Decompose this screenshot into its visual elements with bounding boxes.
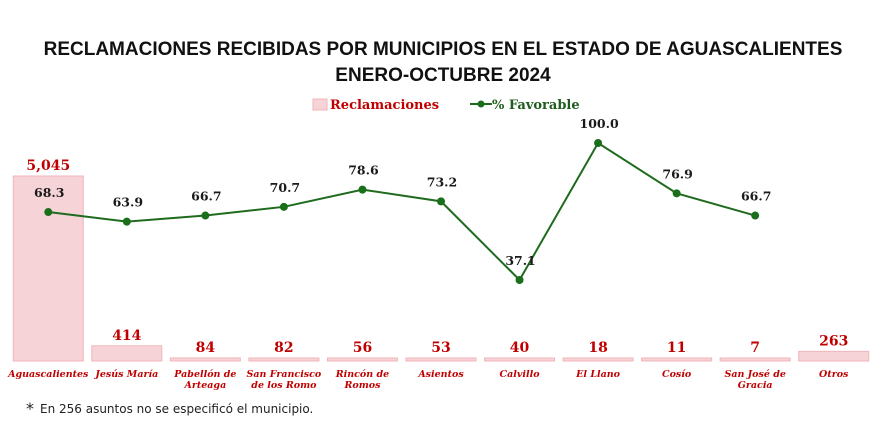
bar-value-label: 40 — [510, 340, 530, 356]
line-value-label: 70.7 — [270, 180, 300, 195]
bar — [405, 357, 477, 362]
bar — [641, 357, 713, 362]
category-labels: Aguascalientes Jesús María Pabellón de Arte… — [7, 369, 849, 391]
line-point — [122, 217, 131, 226]
line-point — [201, 211, 210, 220]
line-point — [672, 189, 681, 198]
line-value-label: 37.1 — [505, 253, 535, 268]
line-point — [358, 185, 367, 194]
category-label: Aguascalientes — [7, 369, 89, 380]
line-value-label: 78.6 — [348, 163, 379, 178]
category-label: Asientos — [417, 369, 464, 380]
bar — [248, 357, 320, 362]
category-label: San Francisco de los Romo — [247, 369, 322, 391]
category-label: Cosío — [662, 369, 692, 380]
category-label: Pabellón de Arteaga — [173, 369, 236, 391]
legend-line-marker — [477, 100, 485, 108]
bar — [91, 345, 163, 362]
bar-value-label: 56 — [353, 340, 372, 356]
line-point — [279, 202, 288, 211]
chart-title-line-2: ENERO-OCTUBRE 2024 — [335, 65, 551, 86]
bar — [798, 350, 870, 362]
bar-value-label: 263 — [819, 333, 848, 349]
bar — [326, 357, 398, 362]
bar — [719, 357, 791, 362]
bar-value-label: 84 — [196, 340, 216, 356]
bar-value-label: 18 — [588, 340, 607, 356]
legend-line-label: % Favorable — [492, 98, 580, 113]
category-label: Otros — [819, 369, 849, 380]
line-value-label: 100.0 — [580, 116, 619, 131]
line-point — [594, 139, 603, 147]
line-value-label: 76.9 — [662, 166, 692, 181]
line-value-label: 73.2 — [427, 174, 457, 189]
bar — [484, 357, 556, 362]
category-label: El Llano — [575, 369, 621, 380]
bar-value-label: 5,045 — [26, 158, 70, 174]
bar — [12, 175, 84, 362]
legend-bar-label: Reclamaciones — [330, 98, 439, 113]
line-value-label: 68.3 — [34, 185, 64, 200]
bar-series — [12, 175, 870, 362]
bar-value-label: 7 — [750, 340, 760, 356]
bar-value-label: 11 — [667, 340, 686, 356]
bar-value-label: 82 — [274, 340, 293, 356]
line-point — [44, 208, 53, 217]
category-label: Calvillo — [500, 369, 541, 380]
line-series — [44, 139, 760, 284]
category-label: San José de Gracia — [724, 369, 785, 391]
line-value-label: 63.9 — [113, 195, 143, 210]
chart-title-line-1: RECLAMACIONES RECIBIDAS POR MUNICIPIOS E… — [44, 39, 843, 60]
footnote: En 256 asuntos no se especificó el munic… — [40, 402, 313, 416]
line-point — [515, 276, 524, 284]
line-point — [437, 197, 445, 206]
category-label: Jesús María — [93, 369, 158, 380]
category-label: Rincón de Romos — [335, 369, 389, 391]
legend: Reclamaciones % Favorable — [312, 98, 580, 113]
bar-value-label: 414 — [112, 328, 141, 344]
line-value-labels: 68.3 63.9 66.7 70.7 78.6 73.2 37.1 100.0 76.9 66.… — [34, 116, 771, 268]
bar-value-label: 53 — [431, 340, 450, 356]
legend-bar-swatch — [312, 98, 328, 111]
bar-value-labels: 5,045 414 84 82 56 53 40 18 11 7 263 — [26, 158, 848, 356]
line-value-label: 66.7 — [741, 189, 771, 204]
line-point — [751, 211, 760, 220]
line-path — [48, 141, 756, 282]
bar — [562, 357, 634, 362]
bar — [169, 357, 241, 362]
line-value-label: 66.7 — [191, 189, 221, 204]
footnote-marker: * — [26, 399, 34, 418]
